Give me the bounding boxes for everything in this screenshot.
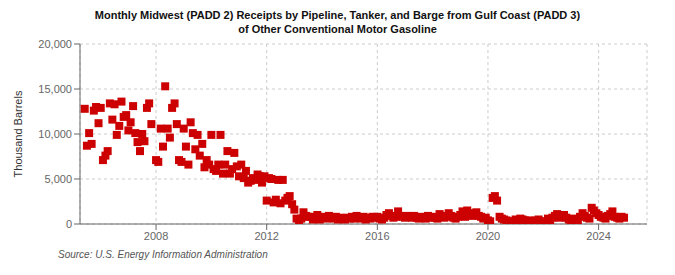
svg-text:2020: 2020 [476,230,500,242]
svg-text:0: 0 [66,218,72,230]
svg-text:2024: 2024 [586,230,610,242]
html-text:of Other Conventional Motor Ga: of Other Conventional Motor Gasoline [238,23,437,35]
svg-text:Thousand Barrels: Thousand Barrels [12,90,24,177]
html-text:Source: U.S. Energy Informatio: Source: U.S. Energy Information Administ… [58,249,268,260]
svg-text:2012: 2012 [254,230,278,242]
svg-text:20,000: 20,000 [38,38,72,50]
svg-text:5,000: 5,000 [44,173,72,185]
svg-text:10,000: 10,000 [38,128,72,140]
html-text:Monthly Midwest (PADD 2) Recei: Monthly Midwest (PADD 2) Receipts by Pip… [94,9,581,21]
svg-text:15,000: 15,000 [38,83,72,95]
svg-text:2016: 2016 [365,230,389,242]
svg-text:2008: 2008 [144,230,168,242]
